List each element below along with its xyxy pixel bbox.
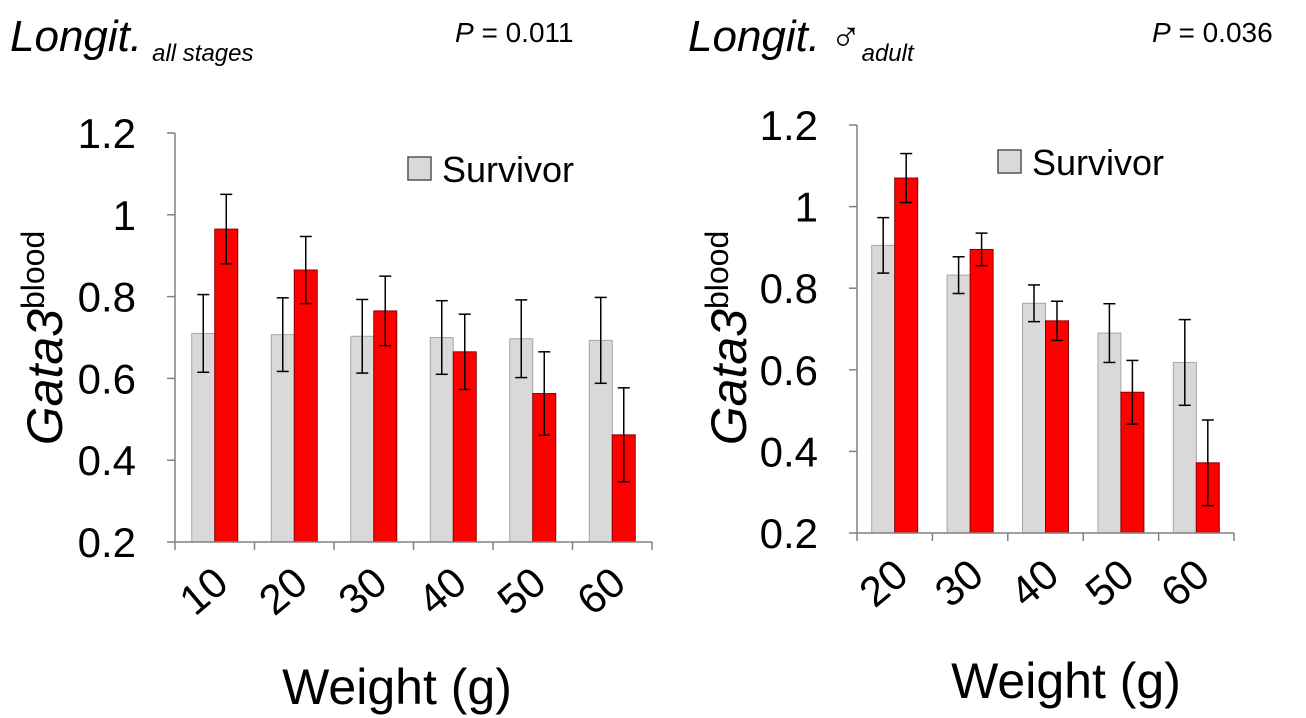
y-tick-label: 1.2 [760,102,818,149]
x-tick-label: 30 [926,550,992,616]
legend: Survivor [407,149,574,190]
p-value-label: P [455,17,474,48]
bar-survivor-30 [946,274,971,534]
y-tick-label: 0.8 [78,274,136,321]
legend-label-survivor: Survivor [1032,142,1164,183]
x-tick-label: 60 [1152,550,1218,616]
p-value-text: = 0.036 [1171,17,1273,48]
svg-text:Gata3blood: Gata3blood [15,231,73,446]
y-axis-title: Gata3blood [15,231,73,446]
p-value: P = 0.011 [455,17,574,48]
y-axis-title: Gata3blood [699,231,757,446]
y-tick-label: 1 [113,192,136,239]
bar-series-2-40 [1045,320,1069,534]
chart-title-symbol: ♂ [830,13,862,60]
p-value: P = 0.036 [1152,17,1273,48]
x-tick-label: 50 [488,558,554,624]
legend-swatch-survivor [407,156,432,181]
plot-area [191,193,636,543]
y-axis-ticks: 0.2 0.4 0.6 0.8 1 1.2 [760,102,858,557]
legend-swatch-survivor [997,149,1022,174]
y-tick-label: 0.6 [760,347,818,394]
chart-title-main: Longit. [688,12,820,61]
y-tick-label: 0.2 [760,510,818,557]
x-tick-label: 40 [409,558,475,624]
x-axis-ticks: 10 20 30 40 50 60 [170,541,653,624]
bar-survivor-20 [871,244,896,534]
chart-title-main: Longit. [10,12,142,61]
x-axis-label: Weight (g) [282,659,512,715]
legend-label-survivor: Survivor [442,149,574,190]
x-tick-label: 50 [1077,550,1143,616]
y-tick-label: 1.2 [78,110,136,157]
y-axis-ticks: 0.2 0.4 0.6 0.8 1 1.2 [78,110,176,566]
y-tick-label: 0.8 [760,265,818,312]
chart-title: Longit. all stages [10,12,254,67]
x-tick-label: 20 [250,558,316,624]
y-tick-label: 0.4 [760,428,818,475]
chart-panel-male-adult: Longit. ♂adult P = 0.036 Gata3blood 0.20.… [688,12,1273,709]
bar-series-2-20 [293,269,318,543]
x-tick-label: 40 [1001,550,1067,616]
x-tick-label: 60 [568,558,634,624]
chart-panel-all-stages: Longit. all stages P = 0.011 Gata3blood 0… [10,12,653,715]
p-value-text: = 0.011 [474,17,574,48]
chart-title: Longit. ♂adult [688,12,915,67]
chart-title-subscript: all stages [152,40,253,67]
y-axis-label: Gata3 [701,309,757,445]
y-tick-label: 0.6 [78,355,136,402]
legend: Survivor [997,142,1164,183]
y-axis-label: Gata3 [17,309,73,445]
x-axis-label: Weight (g) [951,653,1181,709]
x-tick-label: 30 [329,558,395,624]
p-value-label: P [1152,17,1171,48]
bar-series-2-10 [214,228,239,543]
bar-survivor-40 [1022,302,1046,534]
y-tick-label: 0.4 [78,437,136,484]
x-tick-label: 20 [850,550,916,616]
svg-text:Gata3blood: Gata3blood [699,231,757,446]
chart-title-subscript: adult [862,40,915,67]
y-axis-label-superscript: blood [699,231,735,309]
x-tick-label: 10 [170,558,236,624]
bar-series-2-20 [894,177,919,534]
y-tick-label: 0.2 [78,519,136,566]
plot-area [871,152,1220,534]
y-axis-label-superscript: blood [15,231,51,309]
x-axis-ticks: 20 30 40 50 60 [850,532,1235,616]
bar-series-2-30 [969,248,994,534]
y-tick-label: 1 [795,184,818,231]
